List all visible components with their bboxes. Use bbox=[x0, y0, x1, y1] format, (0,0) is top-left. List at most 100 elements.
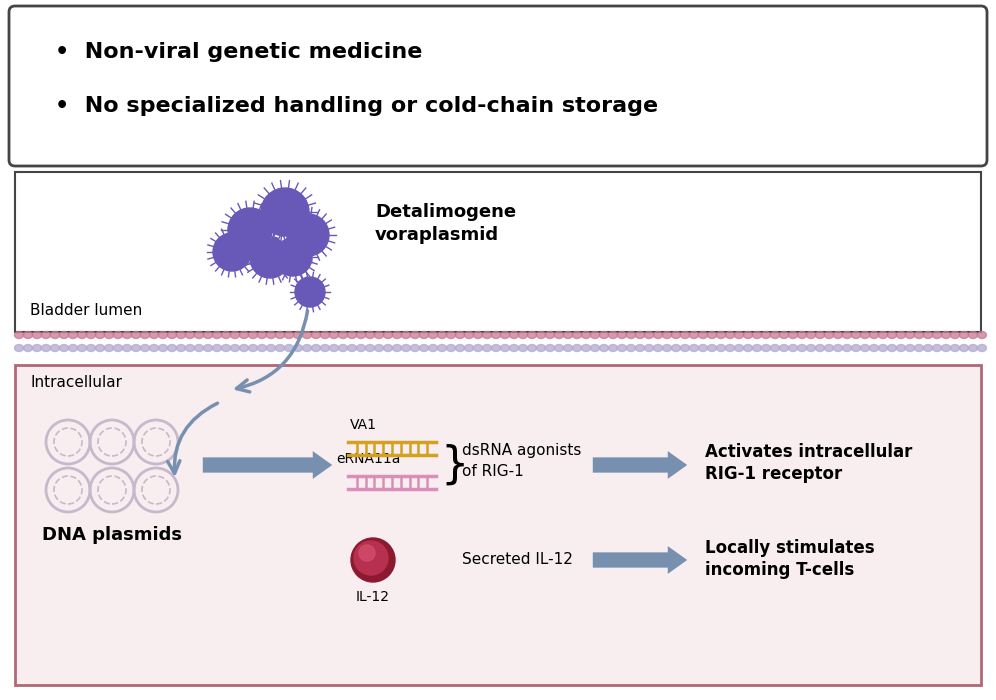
Ellipse shape bbox=[258, 344, 267, 351]
Ellipse shape bbox=[419, 344, 428, 351]
Text: •  Non-viral genetic medicine: • Non-viral genetic medicine bbox=[55, 42, 422, 62]
Ellipse shape bbox=[771, 332, 780, 339]
Ellipse shape bbox=[294, 332, 303, 339]
Ellipse shape bbox=[618, 332, 626, 339]
Ellipse shape bbox=[185, 332, 194, 339]
Ellipse shape bbox=[230, 344, 239, 351]
Text: Secreted IL-12: Secreted IL-12 bbox=[462, 552, 573, 568]
Ellipse shape bbox=[96, 332, 105, 339]
Ellipse shape bbox=[977, 332, 986, 339]
Ellipse shape bbox=[212, 344, 221, 351]
Ellipse shape bbox=[248, 332, 258, 339]
Ellipse shape bbox=[762, 344, 771, 351]
FancyArrowPatch shape bbox=[593, 546, 687, 574]
Ellipse shape bbox=[42, 344, 51, 351]
Circle shape bbox=[359, 545, 375, 561]
Text: dsRNA agonists: dsRNA agonists bbox=[462, 442, 582, 458]
Ellipse shape bbox=[798, 344, 807, 351]
Ellipse shape bbox=[464, 344, 473, 351]
Ellipse shape bbox=[698, 332, 707, 339]
Ellipse shape bbox=[491, 332, 501, 339]
Ellipse shape bbox=[239, 332, 248, 339]
Ellipse shape bbox=[321, 344, 330, 351]
Ellipse shape bbox=[24, 332, 33, 339]
Ellipse shape bbox=[510, 344, 519, 351]
Ellipse shape bbox=[158, 332, 167, 339]
Ellipse shape bbox=[887, 344, 896, 351]
Ellipse shape bbox=[941, 344, 950, 351]
Ellipse shape bbox=[707, 332, 716, 339]
Text: DNA plasmids: DNA plasmids bbox=[42, 526, 182, 544]
Ellipse shape bbox=[78, 344, 87, 351]
Text: IL-12: IL-12 bbox=[356, 590, 390, 604]
Text: voraplasmid: voraplasmid bbox=[375, 226, 499, 244]
Ellipse shape bbox=[428, 344, 437, 351]
Ellipse shape bbox=[203, 344, 212, 351]
Ellipse shape bbox=[87, 332, 96, 339]
Ellipse shape bbox=[437, 332, 446, 339]
Ellipse shape bbox=[149, 344, 158, 351]
Ellipse shape bbox=[15, 344, 24, 351]
Ellipse shape bbox=[537, 344, 546, 351]
Ellipse shape bbox=[825, 344, 834, 351]
Ellipse shape bbox=[753, 332, 762, 339]
Ellipse shape bbox=[348, 332, 357, 339]
Ellipse shape bbox=[798, 332, 807, 339]
Ellipse shape bbox=[123, 332, 131, 339]
Ellipse shape bbox=[455, 344, 464, 351]
Ellipse shape bbox=[870, 344, 878, 351]
FancyArrowPatch shape bbox=[236, 311, 308, 392]
Ellipse shape bbox=[464, 332, 473, 339]
Ellipse shape bbox=[564, 332, 573, 339]
Ellipse shape bbox=[959, 344, 968, 351]
Ellipse shape bbox=[330, 344, 339, 351]
Ellipse shape bbox=[105, 332, 114, 339]
Text: RIG-1 receptor: RIG-1 receptor bbox=[705, 465, 843, 483]
Ellipse shape bbox=[923, 344, 932, 351]
Ellipse shape bbox=[428, 332, 437, 339]
Ellipse shape bbox=[105, 344, 114, 351]
FancyBboxPatch shape bbox=[15, 172, 981, 332]
Ellipse shape bbox=[446, 344, 455, 351]
Ellipse shape bbox=[140, 332, 149, 339]
Ellipse shape bbox=[626, 344, 635, 351]
Ellipse shape bbox=[267, 344, 276, 351]
Ellipse shape bbox=[392, 332, 401, 339]
Text: Bladder lumen: Bladder lumen bbox=[30, 303, 142, 318]
Ellipse shape bbox=[519, 332, 528, 339]
Ellipse shape bbox=[78, 332, 87, 339]
Ellipse shape bbox=[303, 332, 312, 339]
Circle shape bbox=[261, 188, 309, 236]
Ellipse shape bbox=[258, 332, 267, 339]
Ellipse shape bbox=[941, 332, 950, 339]
Ellipse shape bbox=[374, 332, 383, 339]
Ellipse shape bbox=[482, 344, 491, 351]
Ellipse shape bbox=[698, 344, 707, 351]
Ellipse shape bbox=[914, 344, 923, 351]
Text: Activates intracellular: Activates intracellular bbox=[705, 443, 912, 461]
Ellipse shape bbox=[780, 332, 789, 339]
Ellipse shape bbox=[194, 332, 203, 339]
Ellipse shape bbox=[473, 332, 482, 339]
Ellipse shape bbox=[501, 344, 510, 351]
Ellipse shape bbox=[312, 344, 321, 351]
Ellipse shape bbox=[221, 344, 230, 351]
Ellipse shape bbox=[357, 344, 366, 351]
Ellipse shape bbox=[392, 344, 401, 351]
Ellipse shape bbox=[528, 332, 537, 339]
Ellipse shape bbox=[653, 344, 662, 351]
FancyArrowPatch shape bbox=[167, 403, 217, 473]
Ellipse shape bbox=[771, 344, 780, 351]
Ellipse shape bbox=[600, 332, 609, 339]
FancyBboxPatch shape bbox=[9, 6, 987, 166]
Ellipse shape bbox=[149, 332, 158, 339]
Ellipse shape bbox=[582, 332, 591, 339]
Text: eRNA11a: eRNA11a bbox=[336, 452, 400, 466]
Ellipse shape bbox=[959, 332, 968, 339]
Ellipse shape bbox=[843, 332, 852, 339]
Text: Intracellular: Intracellular bbox=[30, 375, 122, 390]
Ellipse shape bbox=[212, 332, 221, 339]
Ellipse shape bbox=[923, 332, 932, 339]
Ellipse shape bbox=[69, 332, 78, 339]
Ellipse shape bbox=[680, 332, 689, 339]
